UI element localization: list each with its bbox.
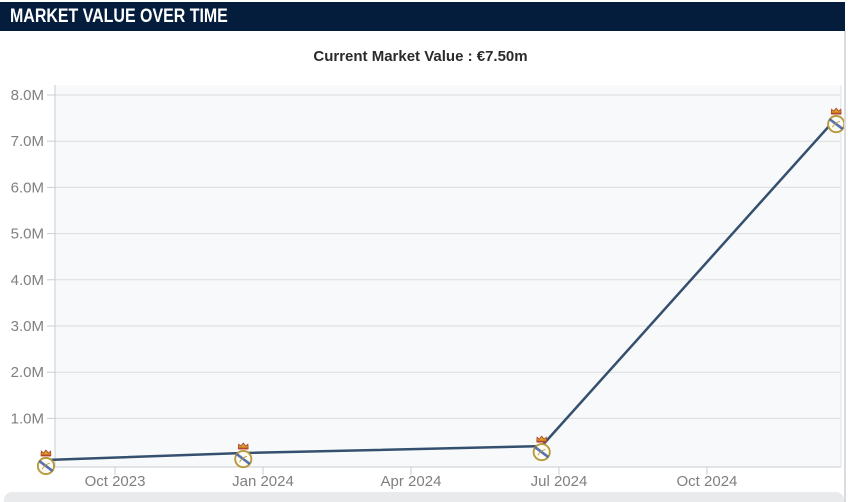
y-tick-label: 6.0M [11,179,44,196]
x-tick-label: Oct 2024 [677,473,738,490]
section-title: MARKET VALUE OVER TIME [10,6,228,27]
y-tick-label: 8.0M [11,87,44,104]
current-market-value-text: Current Market Value : €7.50m [313,48,528,65]
x-tick-label: Jul 2024 [531,473,588,490]
data-point-marker[interactable] [36,448,56,476]
y-tick-label: 5.0M [11,226,44,243]
x-tick-label: Oct 2023 [85,473,146,490]
next-section-edge [4,492,844,502]
market-value-line [45,117,838,462]
section-header: MARKET VALUE OVER TIME [0,2,845,31]
y-tick-label: 4.0M [11,272,44,289]
x-tick-label: Apr 2024 [381,473,442,490]
right-border [844,31,846,502]
plot-area [55,85,841,467]
x-tick-label: Jan 2024 [232,473,294,490]
y-tick-label: 7.0M [11,133,44,150]
y-tick-label: 2.0M [11,364,44,381]
y-tick-label: 1.0M [11,410,44,427]
y-tick-label: 3.0M [11,318,44,335]
